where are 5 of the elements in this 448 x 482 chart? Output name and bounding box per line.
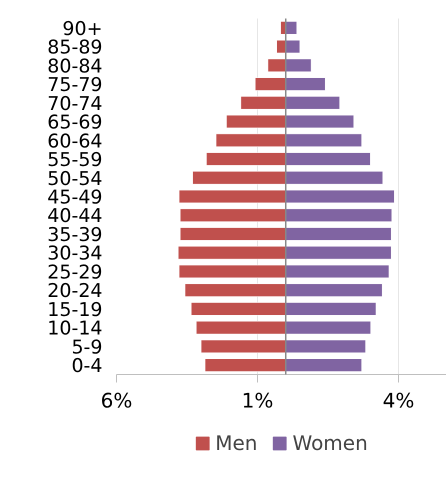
legend-label: Women bbox=[292, 431, 368, 455]
x-tick-label: 1% bbox=[242, 388, 274, 412]
x-tick-label: 6% bbox=[100, 388, 132, 412]
legend-label: Men bbox=[215, 431, 258, 455]
x-tick-label: 4% bbox=[382, 388, 414, 412]
